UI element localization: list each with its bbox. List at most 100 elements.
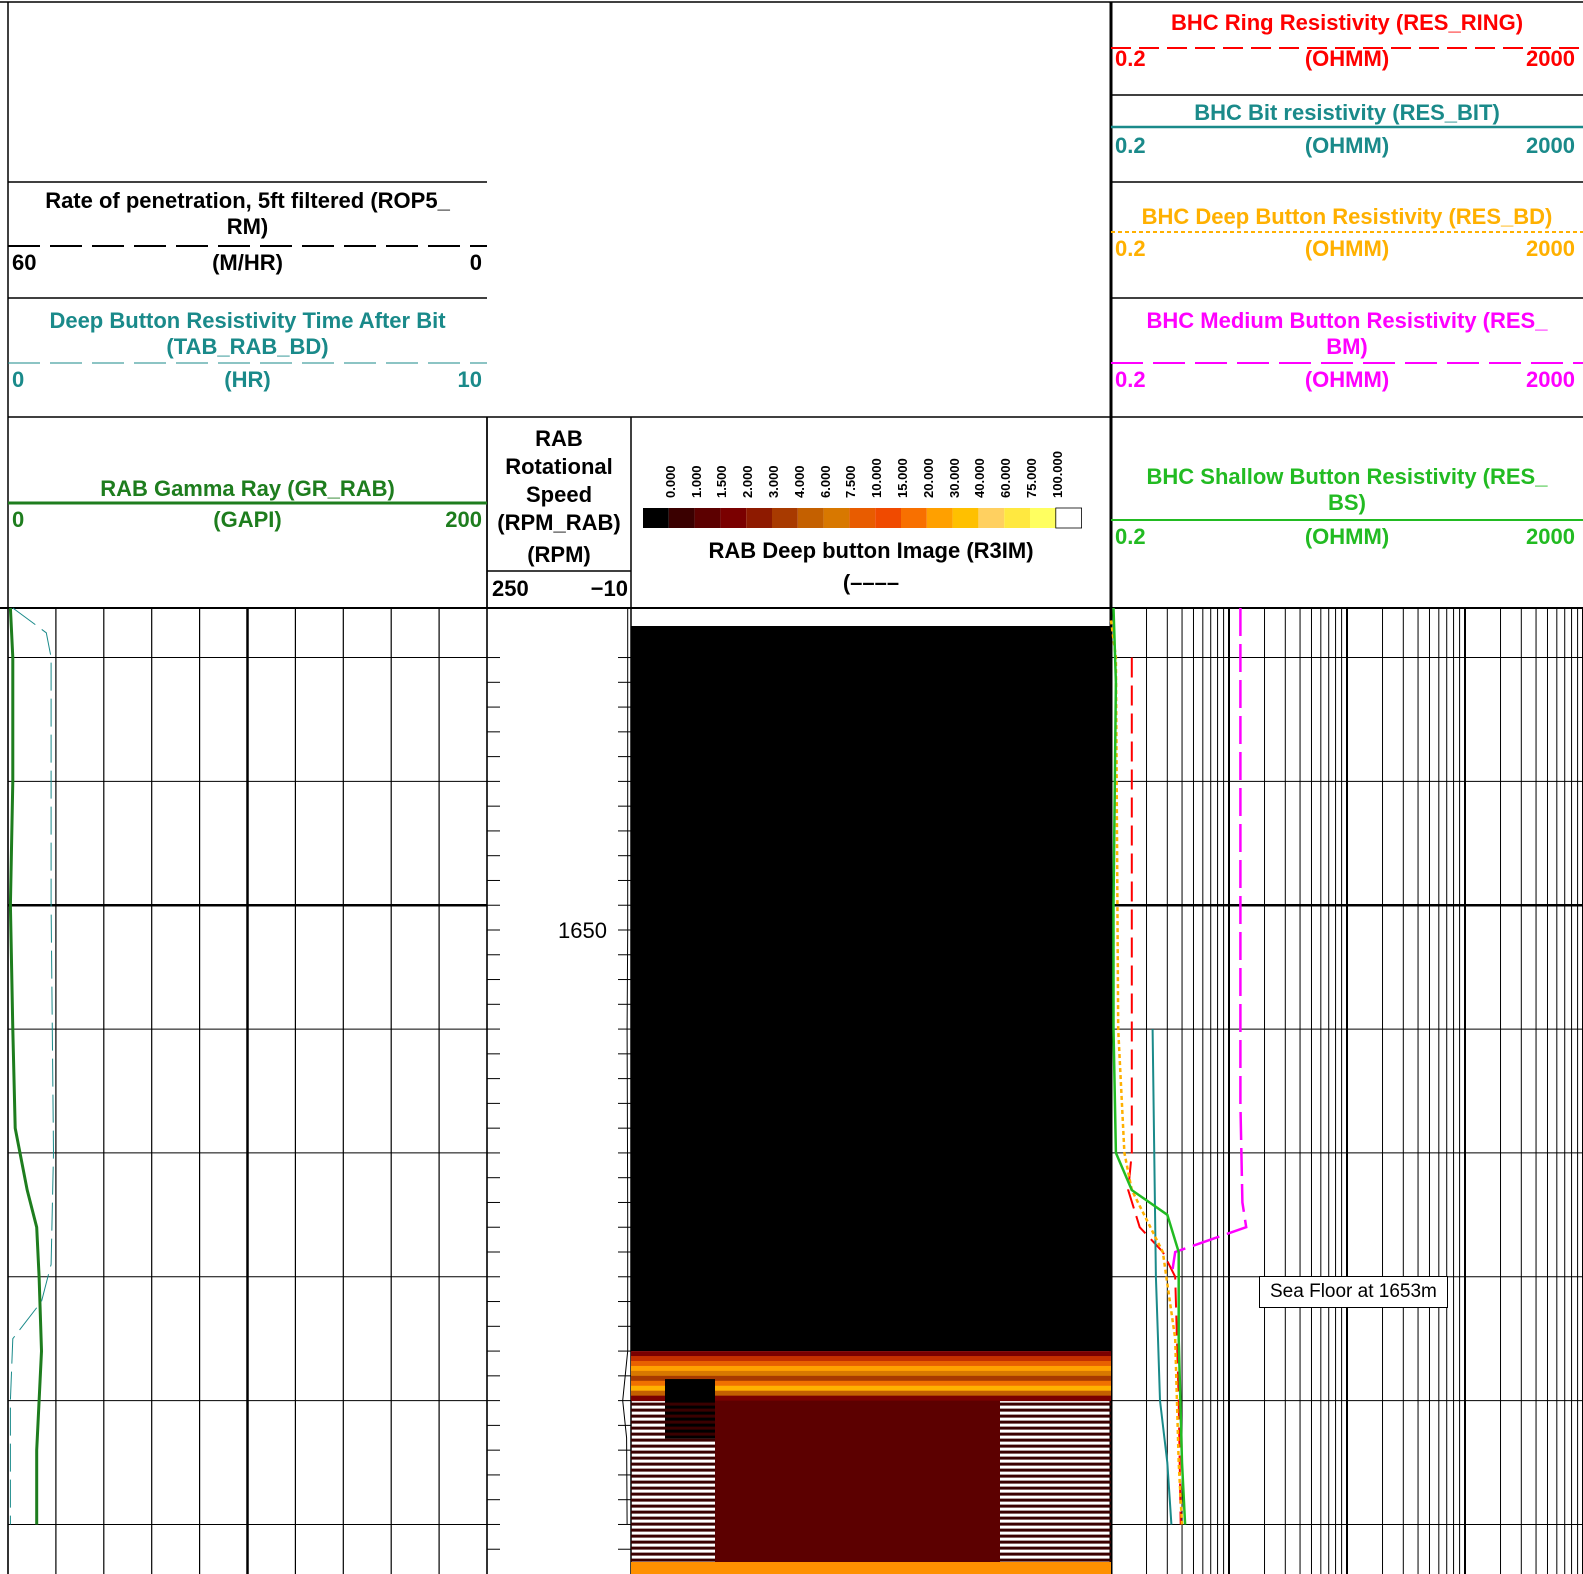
image-stripe [631,1432,715,1436]
image-stripe [1000,1438,1111,1442]
image-stripe [1000,1534,1111,1538]
bit-title: BHC Bit resistivity (RES_BIT) [1194,100,1500,125]
sea-floor-annotation: Sea Floor at 1653m [1259,1276,1448,1308]
bit-max: 2000 [1526,133,1575,158]
scale-swatch [772,508,798,528]
rop-max: 0 [469,250,482,275]
scale-tick-label: 100.000 [1049,451,1065,498]
log-curves [8,607,1248,1525]
scale-swatch [952,508,979,528]
scale-tick-label: 40.000 [972,458,988,498]
bit-unit: (OHMM) [1304,133,1390,158]
image-stripe [1000,1516,1111,1520]
image-stripe [631,1402,715,1406]
image-stripe [631,1450,715,1454]
image-stripe [631,1510,715,1514]
image-color-scale [643,507,1083,529]
bd-min: 0.2 [1115,236,1146,261]
image-unit: (–––– [842,570,900,595]
rop-title: Rate of penetration, 5ft filtered (ROP5_… [45,188,450,239]
image-stripe [631,1498,715,1502]
scale-swatch [823,508,850,528]
image-stripe [631,1546,715,1550]
image-stripe [1000,1492,1111,1496]
image-stripe [1000,1474,1111,1478]
bs-curve [1112,607,1187,1525]
image-stripe [631,1462,715,1466]
rop-min: 60 [12,250,37,275]
image-band [631,1380,1111,1387]
gr-curve [8,607,44,1525]
image-stripe [1000,1444,1111,1448]
scale-swatch [1004,508,1030,528]
scale-tick-label: 2.000 [740,465,756,498]
rpm-curve [622,608,629,1525]
scale-tick-label: 75.000 [1024,458,1039,498]
ring-min: 0.2 [1115,46,1146,71]
scale-swatch [926,508,953,528]
image-band [631,1390,1111,1397]
image-stripe [631,1444,715,1448]
gr-min: 0 [12,507,25,532]
scale-tick-label: 4.000 [791,465,807,498]
bs-title: BHC Shallow Button Resistivity (RES_ BS) [1146,464,1548,515]
scale-tick-label: 0.000 [662,465,678,498]
bm-title: BHC Medium Button Resistivity (RES_ BM) [1146,308,1548,359]
image-stripe [1000,1426,1111,1430]
image-band [631,1351,1111,1357]
image-stripe [631,1558,715,1562]
gr-max: 200 [445,507,482,532]
bs-unit: (OHMM) [1304,524,1390,549]
image-stripe [1000,1402,1111,1406]
image-stripe [1000,1540,1111,1544]
scale-swatch [1055,507,1083,529]
scale-tick-label: 15.000 [895,458,910,498]
image-stripe [1000,1432,1111,1436]
scale-swatch [746,508,772,528]
rpm-max: −10 [590,576,628,601]
image-stripe [631,1528,715,1532]
image-stripe [1000,1480,1111,1484]
scale-tick-label: 1.500 [714,465,730,498]
image-stripe [631,1474,715,1478]
bit-curve [1151,1029,1173,1525]
bm-max: 2000 [1526,367,1575,392]
image-stripe [631,1426,715,1430]
image-stripe [631,1504,715,1508]
bs-max: 2000 [1526,524,1575,549]
rop-unit: (M/HR) [212,250,283,275]
image-stripe [631,1414,715,1418]
image-stripe [1000,1498,1111,1502]
tab-max: 10 [457,367,482,392]
bs-min: 0.2 [1115,524,1146,549]
header-key-lines [8,47,1583,521]
image-stripe [631,1552,715,1556]
scale-tick-label: 20.000 [920,458,936,498]
right-track-grid [1110,608,1583,1574]
scale-tick-label: 1.000 [688,465,704,498]
image-stripe [631,1480,715,1484]
scale-swatch [901,508,927,528]
rpm-title: RAB Rotational Speed (RPM_RAB) [497,426,621,535]
scale-tick-label: 30.000 [946,458,962,498]
resistivity-image [631,626,1111,1574]
scale-swatch [668,508,695,528]
scale-tick-label: 10.000 [869,458,885,498]
scale-tick-label: 7.500 [843,465,859,498]
image-stripe [1000,1522,1111,1526]
bd-title: BHC Deep Button Resistivity (RES_BD) [1141,204,1553,229]
image-stripe [1000,1450,1111,1454]
image-band [631,1370,1111,1377]
scale-swatch [797,508,824,528]
image-stripe [631,1468,715,1472]
scale-swatch [978,508,1005,528]
tab-min: 0 [12,367,25,392]
image-stripe [1000,1552,1111,1556]
image-black-zone [631,626,1111,1352]
depth-label: 1650 [558,918,607,943]
image-band [631,1360,1111,1367]
left-track-grid [7,608,488,1574]
image-stripe [1000,1504,1111,1508]
image-stripe [631,1540,715,1544]
